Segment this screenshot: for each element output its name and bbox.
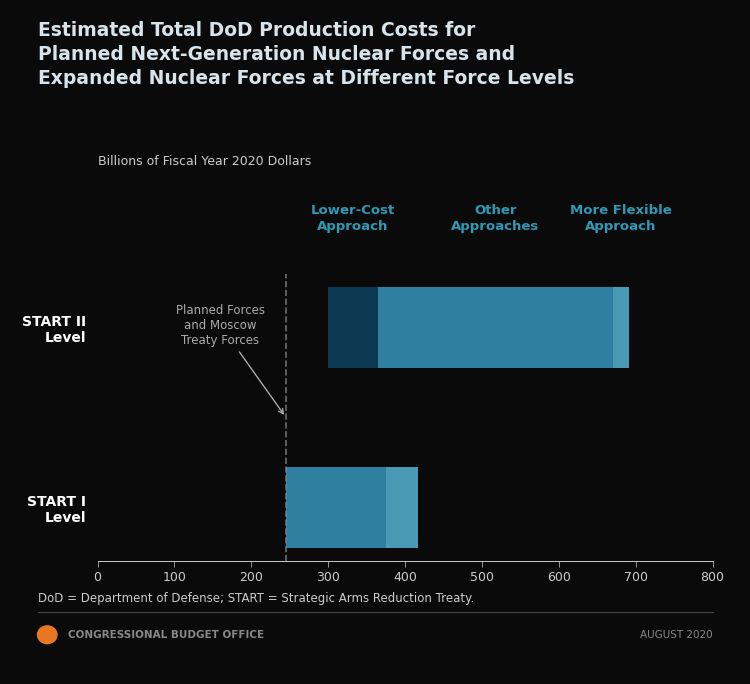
Text: Other
Approaches: Other Approaches bbox=[452, 204, 539, 233]
Bar bbox=[378, 287, 613, 368]
Text: More Flexible
Approach: More Flexible Approach bbox=[570, 204, 672, 233]
Text: Billions of Fiscal Year 2020 Dollars: Billions of Fiscal Year 2020 Dollars bbox=[98, 155, 310, 168]
Text: Estimated Total DoD Production Costs for
Planned Next-Generation Nuclear Forces : Estimated Total DoD Production Costs for… bbox=[38, 21, 574, 88]
Text: CONGRESSIONAL BUDGET OFFICE: CONGRESSIONAL BUDGET OFFICE bbox=[68, 630, 264, 640]
Text: Lower-Cost
Approach: Lower-Cost Approach bbox=[311, 204, 395, 233]
Bar bbox=[386, 466, 418, 548]
Text: Planned Forces
and Moscow
Treaty Forces: Planned Forces and Moscow Treaty Forces bbox=[176, 304, 284, 414]
Bar bbox=[613, 287, 629, 368]
Bar bbox=[286, 466, 386, 548]
Text: DoD = Department of Defense; START = Strategic Arms Reduction Treaty.: DoD = Department of Defense; START = Str… bbox=[38, 592, 474, 605]
Text: AUGUST 2020: AUGUST 2020 bbox=[640, 630, 712, 640]
Bar bbox=[328, 287, 378, 368]
